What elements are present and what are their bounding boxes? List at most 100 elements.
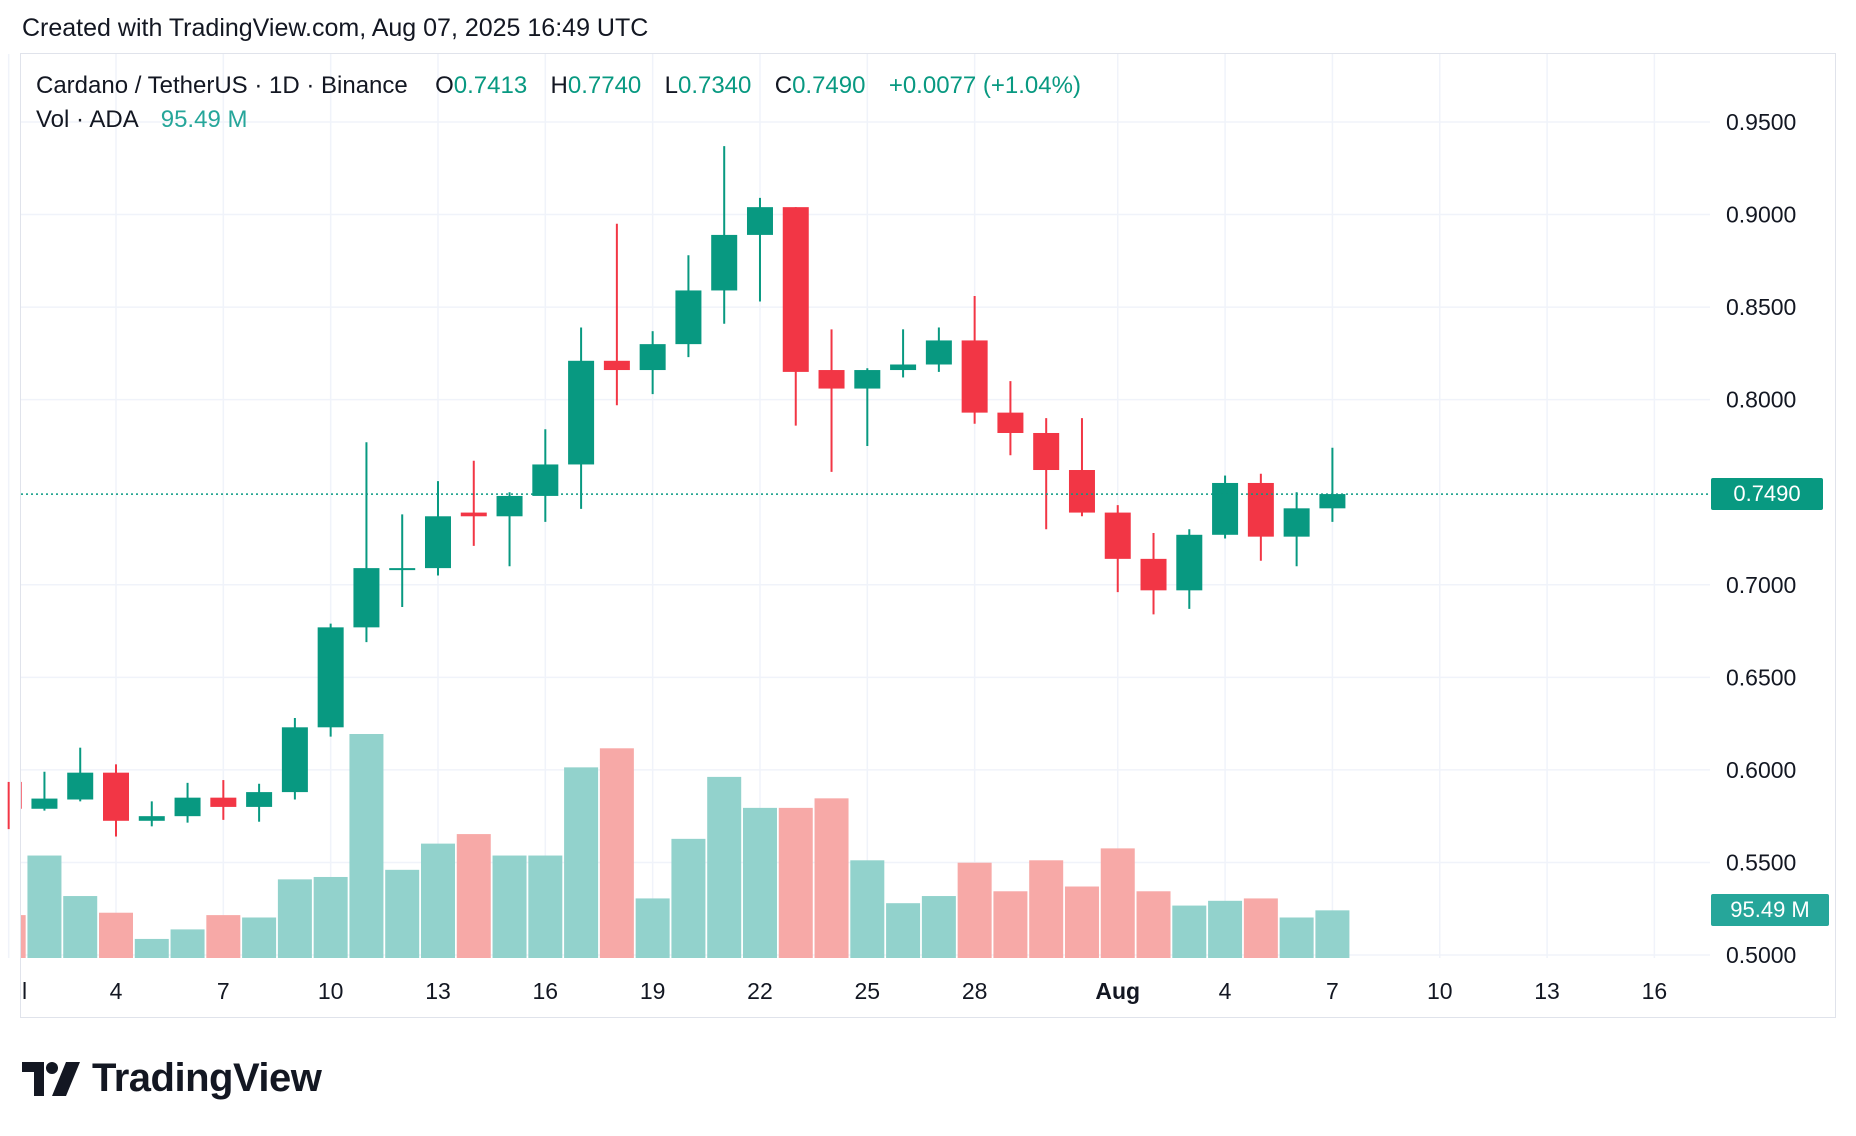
candle[interactable] (496, 492, 523, 567)
x-tick-label: l (22, 978, 27, 1004)
candle-body (818, 370, 845, 389)
candle-body (389, 568, 416, 571)
candle-body (568, 360, 595, 465)
candle[interactable] (1140, 532, 1167, 615)
x-tick-label: 28 (962, 978, 988, 1004)
change-value: +0.0077 (+1.04%) (888, 72, 1081, 99)
x-tick-label: 13 (1534, 978, 1560, 1004)
candle-body (138, 816, 165, 821)
candle[interactable] (424, 481, 451, 576)
y-tick-label: 0.8000 (1726, 387, 1796, 413)
candle-body (31, 798, 58, 809)
volume-bar (707, 776, 742, 958)
candle[interactable] (675, 255, 702, 358)
volume-label: Vol · ADA (36, 106, 138, 133)
candle[interactable] (1247, 473, 1274, 561)
y-tick-label: 0.6500 (1726, 664, 1796, 690)
candle[interactable] (568, 327, 595, 509)
candle[interactable] (746, 197, 773, 302)
candle[interactable] (281, 718, 308, 800)
candle-body (210, 797, 237, 807)
volume-bar (1136, 891, 1171, 958)
candle[interactable] (7, 781, 22, 830)
candle[interactable] (925, 327, 952, 372)
y-tick-label: 0.7000 (1726, 572, 1796, 598)
candle[interactable] (1068, 418, 1095, 517)
candle[interactable] (639, 331, 666, 395)
candle[interactable] (818, 329, 845, 472)
high-label: H (550, 72, 568, 99)
x-tick-label: 7 (217, 978, 230, 1004)
volume-bar (778, 807, 813, 958)
candle[interactable] (31, 771, 58, 811)
candle[interactable] (1319, 447, 1346, 522)
candle-body (1068, 470, 1095, 513)
volume-bar (1029, 860, 1064, 958)
candle[interactable] (1033, 418, 1060, 530)
candle[interactable] (103, 764, 129, 837)
candle[interactable] (1176, 529, 1203, 609)
volume-bar (1100, 848, 1135, 958)
candle[interactable] (854, 368, 881, 446)
symbol-title: Cardano / TetherUS · 1D · Binance (36, 72, 408, 99)
volume-bar (170, 929, 205, 958)
candle-body (961, 340, 988, 413)
candle-body (675, 290, 702, 345)
candle[interactable] (711, 146, 738, 324)
volume-bar (1279, 917, 1314, 958)
candle[interactable] (174, 782, 201, 823)
tradingview-logo-text: TradingView (92, 1056, 322, 1100)
candle[interactable] (67, 747, 94, 802)
candle[interactable] (389, 514, 416, 607)
candle-body (1319, 494, 1346, 509)
candle-body (711, 234, 738, 291)
candle[interactable] (603, 223, 630, 406)
candle[interactable] (890, 329, 917, 378)
candle[interactable] (961, 296, 988, 424)
candle[interactable] (317, 623, 344, 737)
candle-body (103, 772, 129, 821)
candle-body (1104, 512, 1131, 559)
candle-body (1176, 534, 1203, 591)
volume-bar (1243, 898, 1278, 958)
candle[interactable] (997, 381, 1024, 456)
volume-bar (671, 838, 706, 958)
candle[interactable] (1212, 475, 1239, 539)
candle[interactable] (246, 783, 273, 822)
x-tick-label: 13 (425, 978, 451, 1004)
candle[interactable] (782, 207, 809, 426)
tradingview-logo[interactable]: TradingView (22, 1056, 322, 1101)
candle-body (246, 792, 273, 807)
candle[interactable] (460, 460, 487, 546)
candle[interactable] (1104, 505, 1131, 593)
volume-bar (564, 767, 599, 958)
volume-bar (63, 896, 98, 958)
volume-bar (742, 807, 777, 958)
candle-body (603, 360, 630, 371)
candle-body (782, 207, 809, 372)
candle[interactable] (353, 442, 380, 643)
low-value: 0.7340 (677, 72, 752, 99)
candle-body (1140, 558, 1167, 591)
ohlc-legend: Cardano / TetherUS · 1D · Binance O0.741… (36, 72, 1081, 100)
candle[interactable] (210, 780, 237, 820)
y-tick-label: 0.9500 (1726, 109, 1796, 135)
candle[interactable] (1283, 492, 1310, 567)
volume-bar (1172, 905, 1207, 958)
grid-lines (7, 54, 1710, 958)
candle-body (532, 464, 559, 496)
close-value: 0.7490 (792, 72, 866, 99)
volume-value: 95.49 M (160, 106, 248, 133)
candle-body (925, 340, 952, 365)
chart-frame (20, 53, 1836, 1018)
candle-body (746, 207, 773, 235)
candle[interactable] (532, 429, 559, 522)
x-tick-label: 22 (747, 978, 773, 1004)
candle[interactable] (138, 801, 165, 827)
y-tick-label: 0.5500 (1726, 849, 1796, 875)
volume-bar (349, 734, 384, 958)
volume-bar (313, 876, 348, 958)
candle-body (1247, 482, 1274, 537)
volume-bar (1208, 900, 1243, 958)
